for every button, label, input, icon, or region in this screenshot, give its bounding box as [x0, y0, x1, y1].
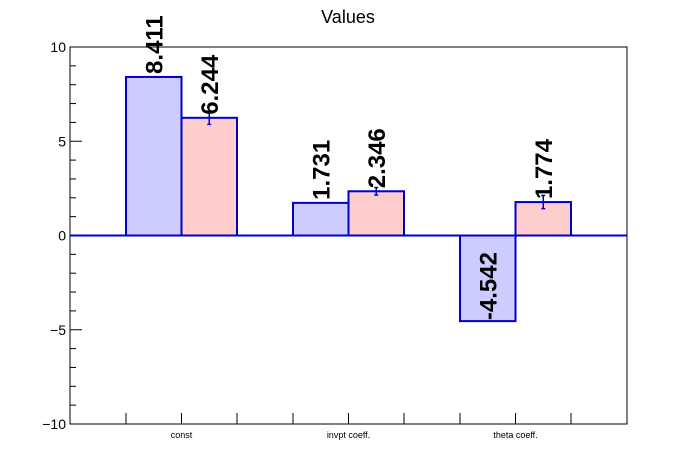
x-category-label: theta coeff. [493, 430, 537, 440]
data-label: 2.346 [364, 128, 391, 188]
data-labels: 8.411 1.731 -4.542 6.244 2.346 1.774 [142, 15, 559, 320]
bar [347, 190, 405, 237]
error-bars [207, 110, 546, 210]
y-tick-label: −5 [50, 322, 66, 338]
data-label: 1.731 [309, 140, 336, 200]
y-tick-label: 0 [58, 228, 66, 244]
y-axis: −10 −5 0 5 10 [42, 39, 82, 432]
bar-series [125, 75, 572, 323]
x-category-label: const [171, 430, 193, 440]
y-tick-label: 5 [58, 133, 66, 149]
bar [292, 201, 350, 237]
x-axis: const invpt coeff. theta coeff. [125, 413, 572, 440]
y-tick-label: 10 [50, 39, 66, 55]
data-label: 8.411 [142, 15, 169, 74]
data-label: -4.542 [476, 252, 503, 320]
data-label: 1.774 [531, 138, 558, 199]
bar [180, 116, 238, 237]
data-label: 6.244 [197, 54, 224, 115]
chart-title: Values [321, 7, 375, 27]
y-tick-label: −10 [42, 416, 66, 432]
x-category-label: invpt coeff. [327, 430, 370, 440]
bar [125, 75, 183, 237]
